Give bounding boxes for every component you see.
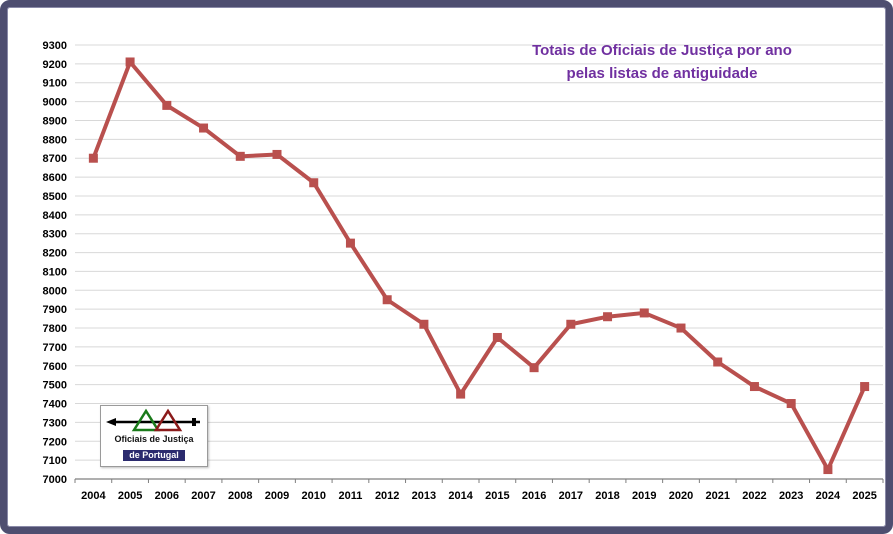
y-axis-tick-label: 7400 (43, 399, 67, 411)
data-point-marker (749, 382, 759, 392)
data-point-marker (860, 382, 870, 392)
x-axis-tick-label: 2013 (412, 490, 436, 502)
series-line (91, 59, 867, 472)
x-axis-tick-label: 2017 (559, 490, 583, 502)
x-axis-tick-label: 2005 (118, 490, 142, 502)
chart-title: Totais de Oficiais de Justiça por ano pe… (486, 39, 838, 86)
y-axis-tick-label: 7800 (43, 323, 67, 335)
x-axis-tick-label: 2006 (155, 490, 179, 502)
data-point-marker (529, 363, 539, 373)
data-point-marker (345, 238, 355, 248)
logo-graphic-icon (106, 408, 200, 432)
x-axis-tick-label: 2022 (742, 490, 766, 502)
data-point-marker (88, 153, 98, 163)
data-point-marker (125, 57, 135, 67)
data-point-marker (713, 357, 723, 367)
x-axis-tick-label: 2023 (779, 490, 803, 502)
x-axis-tick-label: 2009 (265, 490, 289, 502)
data-point-marker (603, 312, 613, 322)
y-axis-tick-label: 9000 (43, 97, 67, 109)
logo: Oficiais de Justiça de Portugal (100, 405, 208, 467)
y-axis-tick-label: 7700 (43, 342, 67, 354)
data-point-marker (419, 319, 429, 329)
data-point-marker (492, 332, 502, 342)
y-axis-tick-label: 7000 (43, 474, 67, 486)
data-point-marker (199, 123, 209, 133)
chart-title-line1: Totais de Oficiais de Justiça por ano (532, 42, 792, 59)
data-point-marker (823, 465, 833, 475)
y-axis-tick-label: 8500 (43, 191, 67, 203)
y-axis-tick-label: 8600 (43, 172, 67, 184)
data-point-marker (639, 308, 649, 318)
x-axis-tick-label: 2018 (595, 490, 619, 502)
x-axis-tick-label: 2025 (852, 490, 876, 502)
data-point-marker (786, 399, 796, 409)
line-chart: 7000 7100 7200 7300 7400 7500 7600 7700 7800 7900… (43, 40, 884, 502)
data-point-marker (235, 151, 245, 161)
data-point-marker (309, 178, 319, 188)
y-axis-tick-label: 9100 (43, 78, 67, 90)
x-axis-tick-label: 2016 (522, 490, 546, 502)
data-point-marker (382, 295, 392, 305)
x-axis-tick-label: 2007 (191, 490, 215, 502)
y-axis-tick-label: 8900 (43, 115, 67, 127)
logo-text-line2: de Portugal (123, 449, 185, 462)
x-axis-tick-label: 2015 (485, 490, 509, 502)
data-point-marker (272, 149, 282, 159)
x-axis-tick-label: 2021 (705, 490, 729, 502)
x-axis-tick-label: 2008 (228, 490, 252, 502)
logo-text-line1: Oficiais de Justiça (114, 434, 194, 444)
plot-area: 7000 7100 7200 7300 7400 7500 7600 7700 7800 7900… (7, 7, 886, 527)
x-axis-tick-label: 2012 (375, 490, 399, 502)
y-axis-tick-label: 7100 (43, 455, 67, 467)
y-axis-tick-label: 8000 (43, 285, 67, 297)
data-point-marker (162, 100, 172, 110)
y-axis-tick-label: 8400 (43, 210, 67, 222)
y-axis-tick-label: 9200 (43, 59, 67, 71)
x-axis-tick-label: 2019 (632, 490, 656, 502)
x-axis-tick-label: 2011 (339, 490, 363, 502)
y-axis-tick-label: 8700 (43, 153, 67, 165)
y-axis-tick-label: 8300 (43, 229, 67, 241)
y-axis-tick-label: 8800 (43, 134, 67, 146)
x-axis-tick-label: 2024 (816, 490, 841, 502)
x-axis-tick-label: 2010 (301, 490, 325, 502)
data-point-marker (566, 319, 576, 329)
y-axis-tick-label: 7500 (43, 380, 67, 392)
chart-title-line2: pelas listas de antiguidade (566, 65, 758, 83)
x-axis-tick-label: 2020 (669, 490, 693, 502)
y-axis-tick-label: 7300 (43, 417, 67, 429)
data-point-marker (456, 389, 466, 399)
y-axis-tick-label: 7200 (43, 436, 67, 448)
y-axis-tick-label: 8100 (43, 266, 67, 278)
x-axis-tick-label: 2014 (448, 490, 473, 502)
data-point-marker (676, 323, 686, 333)
y-axis-tick-label: 7600 (43, 361, 67, 373)
x-axis-tick-label: 2004 (81, 490, 106, 502)
y-axis-tick-label: 7900 (43, 304, 67, 316)
y-axis-tick-label: 8200 (43, 248, 67, 260)
y-axis-tick-label: 9300 (43, 40, 67, 52)
